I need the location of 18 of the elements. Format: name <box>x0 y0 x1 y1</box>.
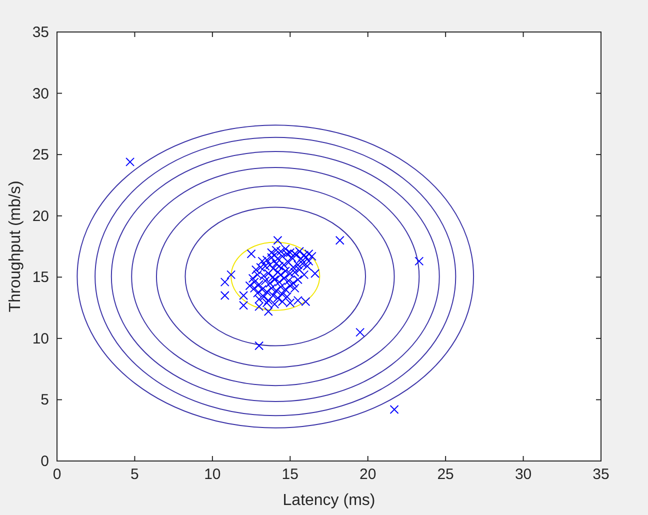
y-tick-label: 35 <box>32 24 49 41</box>
y-tick-label: 0 <box>40 453 49 470</box>
x-tick-label: 15 <box>282 466 298 483</box>
x-tick-label: 35 <box>592 466 610 483</box>
y-axis-title: Throughput (mb/s) <box>7 180 24 312</box>
x-tick-label: 25 <box>437 466 454 483</box>
y-tick-label: 20 <box>32 208 49 225</box>
y-tick-label: 5 <box>40 392 49 409</box>
x-tick-label: 20 <box>360 466 376 483</box>
y-tick-label: 15 <box>32 269 49 286</box>
y-tick-label: 25 <box>32 146 49 164</box>
y-tick-label: 10 <box>32 330 49 348</box>
x-tick-label: 30 <box>514 466 532 483</box>
x-tick-label: 0 <box>52 466 62 483</box>
x-axis-title: Latency (ms) <box>282 492 376 509</box>
x-tick-label: 10 <box>204 466 221 483</box>
y-tick-label: 30 <box>32 85 49 102</box>
x-tick-label: 5 <box>130 466 139 483</box>
